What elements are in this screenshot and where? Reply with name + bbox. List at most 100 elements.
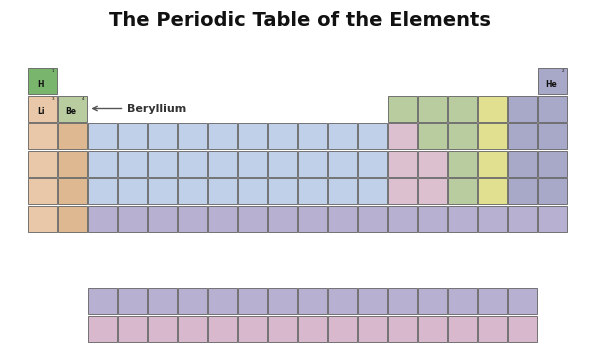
Bar: [88, 150, 116, 176]
Bar: [28, 68, 56, 94]
Bar: [238, 178, 266, 204]
Bar: [118, 150, 146, 176]
Bar: [508, 315, 536, 342]
Bar: [418, 96, 446, 121]
Bar: [388, 205, 416, 231]
Bar: [508, 150, 536, 176]
Bar: [448, 315, 476, 342]
Bar: [268, 150, 296, 176]
Bar: [178, 150, 206, 176]
Bar: [478, 288, 506, 314]
Bar: [448, 178, 476, 204]
Bar: [118, 178, 146, 204]
Bar: [88, 288, 116, 314]
Bar: [478, 123, 506, 149]
Bar: [268, 315, 296, 342]
Bar: [388, 96, 416, 121]
Bar: [148, 178, 176, 204]
Bar: [298, 205, 326, 231]
Bar: [178, 288, 206, 314]
Bar: [358, 123, 386, 149]
Bar: [448, 205, 476, 231]
Text: 3: 3: [52, 97, 55, 101]
Bar: [418, 288, 446, 314]
Bar: [418, 150, 446, 176]
Bar: [208, 288, 236, 314]
Bar: [418, 205, 446, 231]
Bar: [508, 123, 536, 149]
Bar: [268, 178, 296, 204]
Text: Be: Be: [65, 107, 76, 116]
Bar: [418, 315, 446, 342]
Bar: [478, 178, 506, 204]
Bar: [298, 315, 326, 342]
Bar: [118, 288, 146, 314]
Text: 1: 1: [52, 70, 55, 74]
Bar: [328, 315, 356, 342]
Bar: [538, 123, 566, 149]
Bar: [88, 205, 116, 231]
Bar: [538, 150, 566, 176]
Bar: [478, 205, 506, 231]
Bar: [208, 123, 236, 149]
Bar: [538, 178, 566, 204]
Bar: [508, 288, 536, 314]
Bar: [118, 123, 146, 149]
Bar: [538, 205, 566, 231]
Bar: [388, 288, 416, 314]
Text: The Periodic Table of the Elements: The Periodic Table of the Elements: [109, 10, 491, 29]
Bar: [178, 205, 206, 231]
Bar: [328, 178, 356, 204]
Bar: [28, 178, 56, 204]
Bar: [418, 178, 446, 204]
Bar: [298, 123, 326, 149]
Bar: [148, 315, 176, 342]
Text: 4: 4: [82, 97, 85, 101]
Bar: [28, 96, 56, 121]
Bar: [508, 205, 536, 231]
Bar: [208, 178, 236, 204]
Bar: [238, 288, 266, 314]
Bar: [298, 288, 326, 314]
Bar: [238, 315, 266, 342]
Bar: [358, 315, 386, 342]
Bar: [388, 150, 416, 176]
Bar: [178, 123, 206, 149]
Bar: [328, 205, 356, 231]
Bar: [178, 178, 206, 204]
Bar: [58, 96, 86, 121]
Bar: [268, 205, 296, 231]
Bar: [208, 150, 236, 176]
Bar: [448, 150, 476, 176]
Bar: [328, 150, 356, 176]
Bar: [508, 96, 536, 121]
Bar: [148, 288, 176, 314]
Bar: [58, 205, 86, 231]
Bar: [148, 150, 176, 176]
Bar: [238, 205, 266, 231]
Text: Li: Li: [37, 107, 44, 116]
Bar: [148, 123, 176, 149]
Text: H: H: [38, 79, 44, 89]
Bar: [88, 315, 116, 342]
Bar: [238, 150, 266, 176]
Bar: [148, 205, 176, 231]
Bar: [268, 123, 296, 149]
Bar: [538, 96, 566, 121]
Bar: [508, 178, 536, 204]
Bar: [178, 315, 206, 342]
Bar: [118, 205, 146, 231]
Bar: [478, 150, 506, 176]
Bar: [478, 96, 506, 121]
Bar: [388, 123, 416, 149]
Bar: [28, 150, 56, 176]
Bar: [358, 150, 386, 176]
Bar: [58, 178, 86, 204]
Bar: [58, 123, 86, 149]
Bar: [358, 178, 386, 204]
Bar: [388, 178, 416, 204]
Bar: [88, 178, 116, 204]
Bar: [538, 68, 566, 94]
Bar: [28, 205, 56, 231]
Bar: [448, 123, 476, 149]
